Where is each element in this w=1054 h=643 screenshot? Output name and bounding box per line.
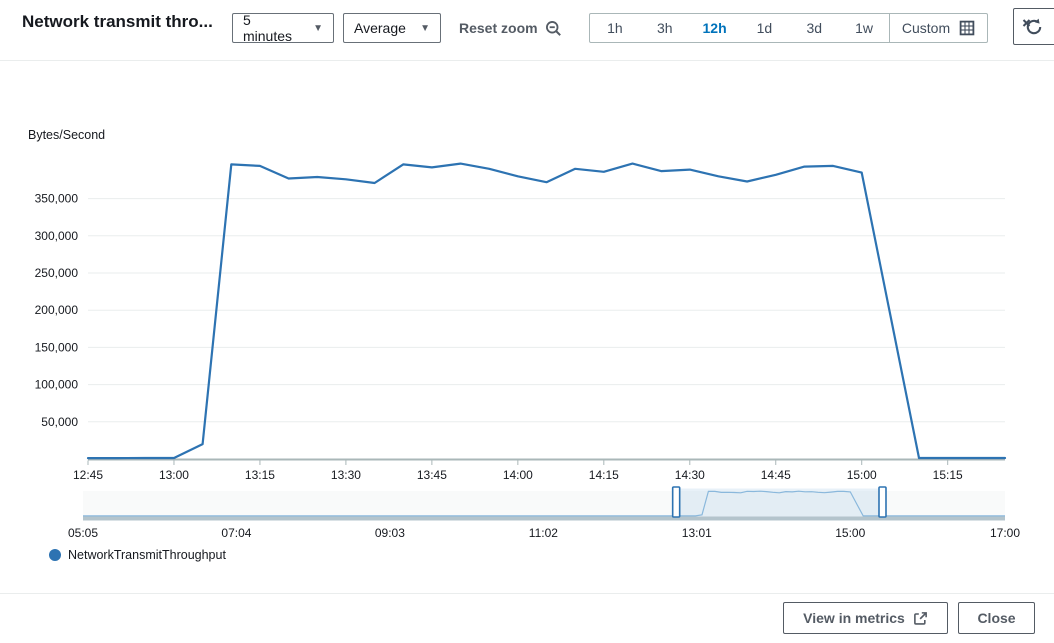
y-axis-title: Bytes/Second (28, 128, 106, 142)
auto-refresh-button[interactable] (1013, 8, 1054, 45)
legend-color-dot (49, 549, 61, 561)
caret-down-icon: ▼ (420, 22, 430, 34)
x-tick-label: 14:15 (589, 468, 619, 482)
period-dropdown-value: 5 minutes (243, 12, 293, 44)
y-tick-label: 200,000 (35, 303, 79, 317)
reset-zoom-label: Reset zoom (459, 20, 538, 36)
range-button-3d[interactable]: 3d (806, 20, 823, 36)
reset-zoom-button[interactable]: Reset zoom (459, 13, 562, 43)
footer-divider (0, 593, 1054, 594)
x-tick-label: 13:15 (245, 468, 275, 482)
timeline-tick-label: 13:01 (682, 526, 712, 540)
time-range-selector: 1h 3h 12h 1d 3d 1w Custom (589, 13, 988, 43)
timeline-baseline-bar (83, 516, 1005, 521)
custom-range-label: Custom (901, 20, 951, 36)
legend-item[interactable]: NetworkTransmitThroughput (49, 548, 226, 562)
page-title: Network transmit thro... (22, 12, 213, 31)
close-button[interactable]: Close (958, 602, 1035, 634)
timeline-tick-label: 17:00 (990, 526, 1020, 540)
range-button-12h[interactable]: 12h (702, 20, 727, 36)
y-tick-label: 150,000 (35, 340, 79, 354)
y-tick-label: 350,000 (35, 192, 79, 206)
header: Network transmit thro... 5 minutes ▼ Ave… (0, 0, 1054, 61)
statistic-dropdown[interactable]: Average ▼ (343, 13, 441, 43)
custom-range-button[interactable]: Custom (889, 14, 987, 42)
timeline-tick-label: 11:02 (529, 526, 558, 540)
caret-down-icon: ▼ (313, 22, 323, 34)
timeline-tick-label: 05:05 (68, 526, 98, 540)
timeline-series-line (83, 490, 1005, 517)
range-button-1h[interactable]: 1h (607, 20, 623, 36)
calendar-icon (959, 20, 975, 36)
x-tick-label: 13:30 (331, 468, 361, 482)
y-tick-label: 300,000 (35, 229, 79, 243)
view-in-metrics-button[interactable]: View in metrics (783, 602, 948, 634)
timeline-tick-label: 15:00 (835, 526, 865, 540)
timeline-band (83, 491, 1005, 517)
x-tick-label: 15:00 (847, 468, 877, 482)
range-button-1w[interactable]: 1w (855, 20, 873, 36)
timeline-tick-label: 07:04 (221, 526, 251, 540)
range-button-3h[interactable]: 3h (656, 20, 673, 36)
x-tick-label: 14:00 (503, 468, 533, 482)
magnifier-zoom-out-icon (545, 20, 562, 37)
series-line-networktransmitthroughput (86, 162, 1007, 460)
period-dropdown[interactable]: 5 minutes ▼ (232, 12, 334, 44)
x-tick-label: 12:45 (73, 468, 103, 482)
view-in-metrics-label: View in metrics (803, 610, 905, 626)
y-tick-label: 250,000 (35, 266, 79, 280)
x-tick-label: 15:15 (933, 468, 963, 482)
y-tick-label: 100,000 (35, 378, 79, 392)
refresh-disabled-icon (1021, 15, 1045, 39)
timeline-brush-handle-left[interactable] (671, 486, 681, 518)
timeline-selection[interactable] (676, 488, 883, 517)
timeline-tick-label: 09:03 (375, 526, 405, 540)
x-tick-label: 14:30 (675, 468, 705, 482)
external-link-icon (913, 611, 928, 626)
timeline-brush-handle-right[interactable] (878, 486, 887, 518)
x-tick-label: 13:45 (417, 468, 447, 482)
y-tick-label: 50,000 (41, 415, 78, 429)
range-button-1d[interactable]: 1d (756, 20, 773, 36)
legend-label: NetworkTransmitThroughput (68, 548, 226, 562)
statistic-dropdown-value: Average (354, 20, 406, 36)
x-tick-label: 14:45 (761, 468, 791, 482)
x-tick-label: 13:00 (159, 468, 189, 482)
